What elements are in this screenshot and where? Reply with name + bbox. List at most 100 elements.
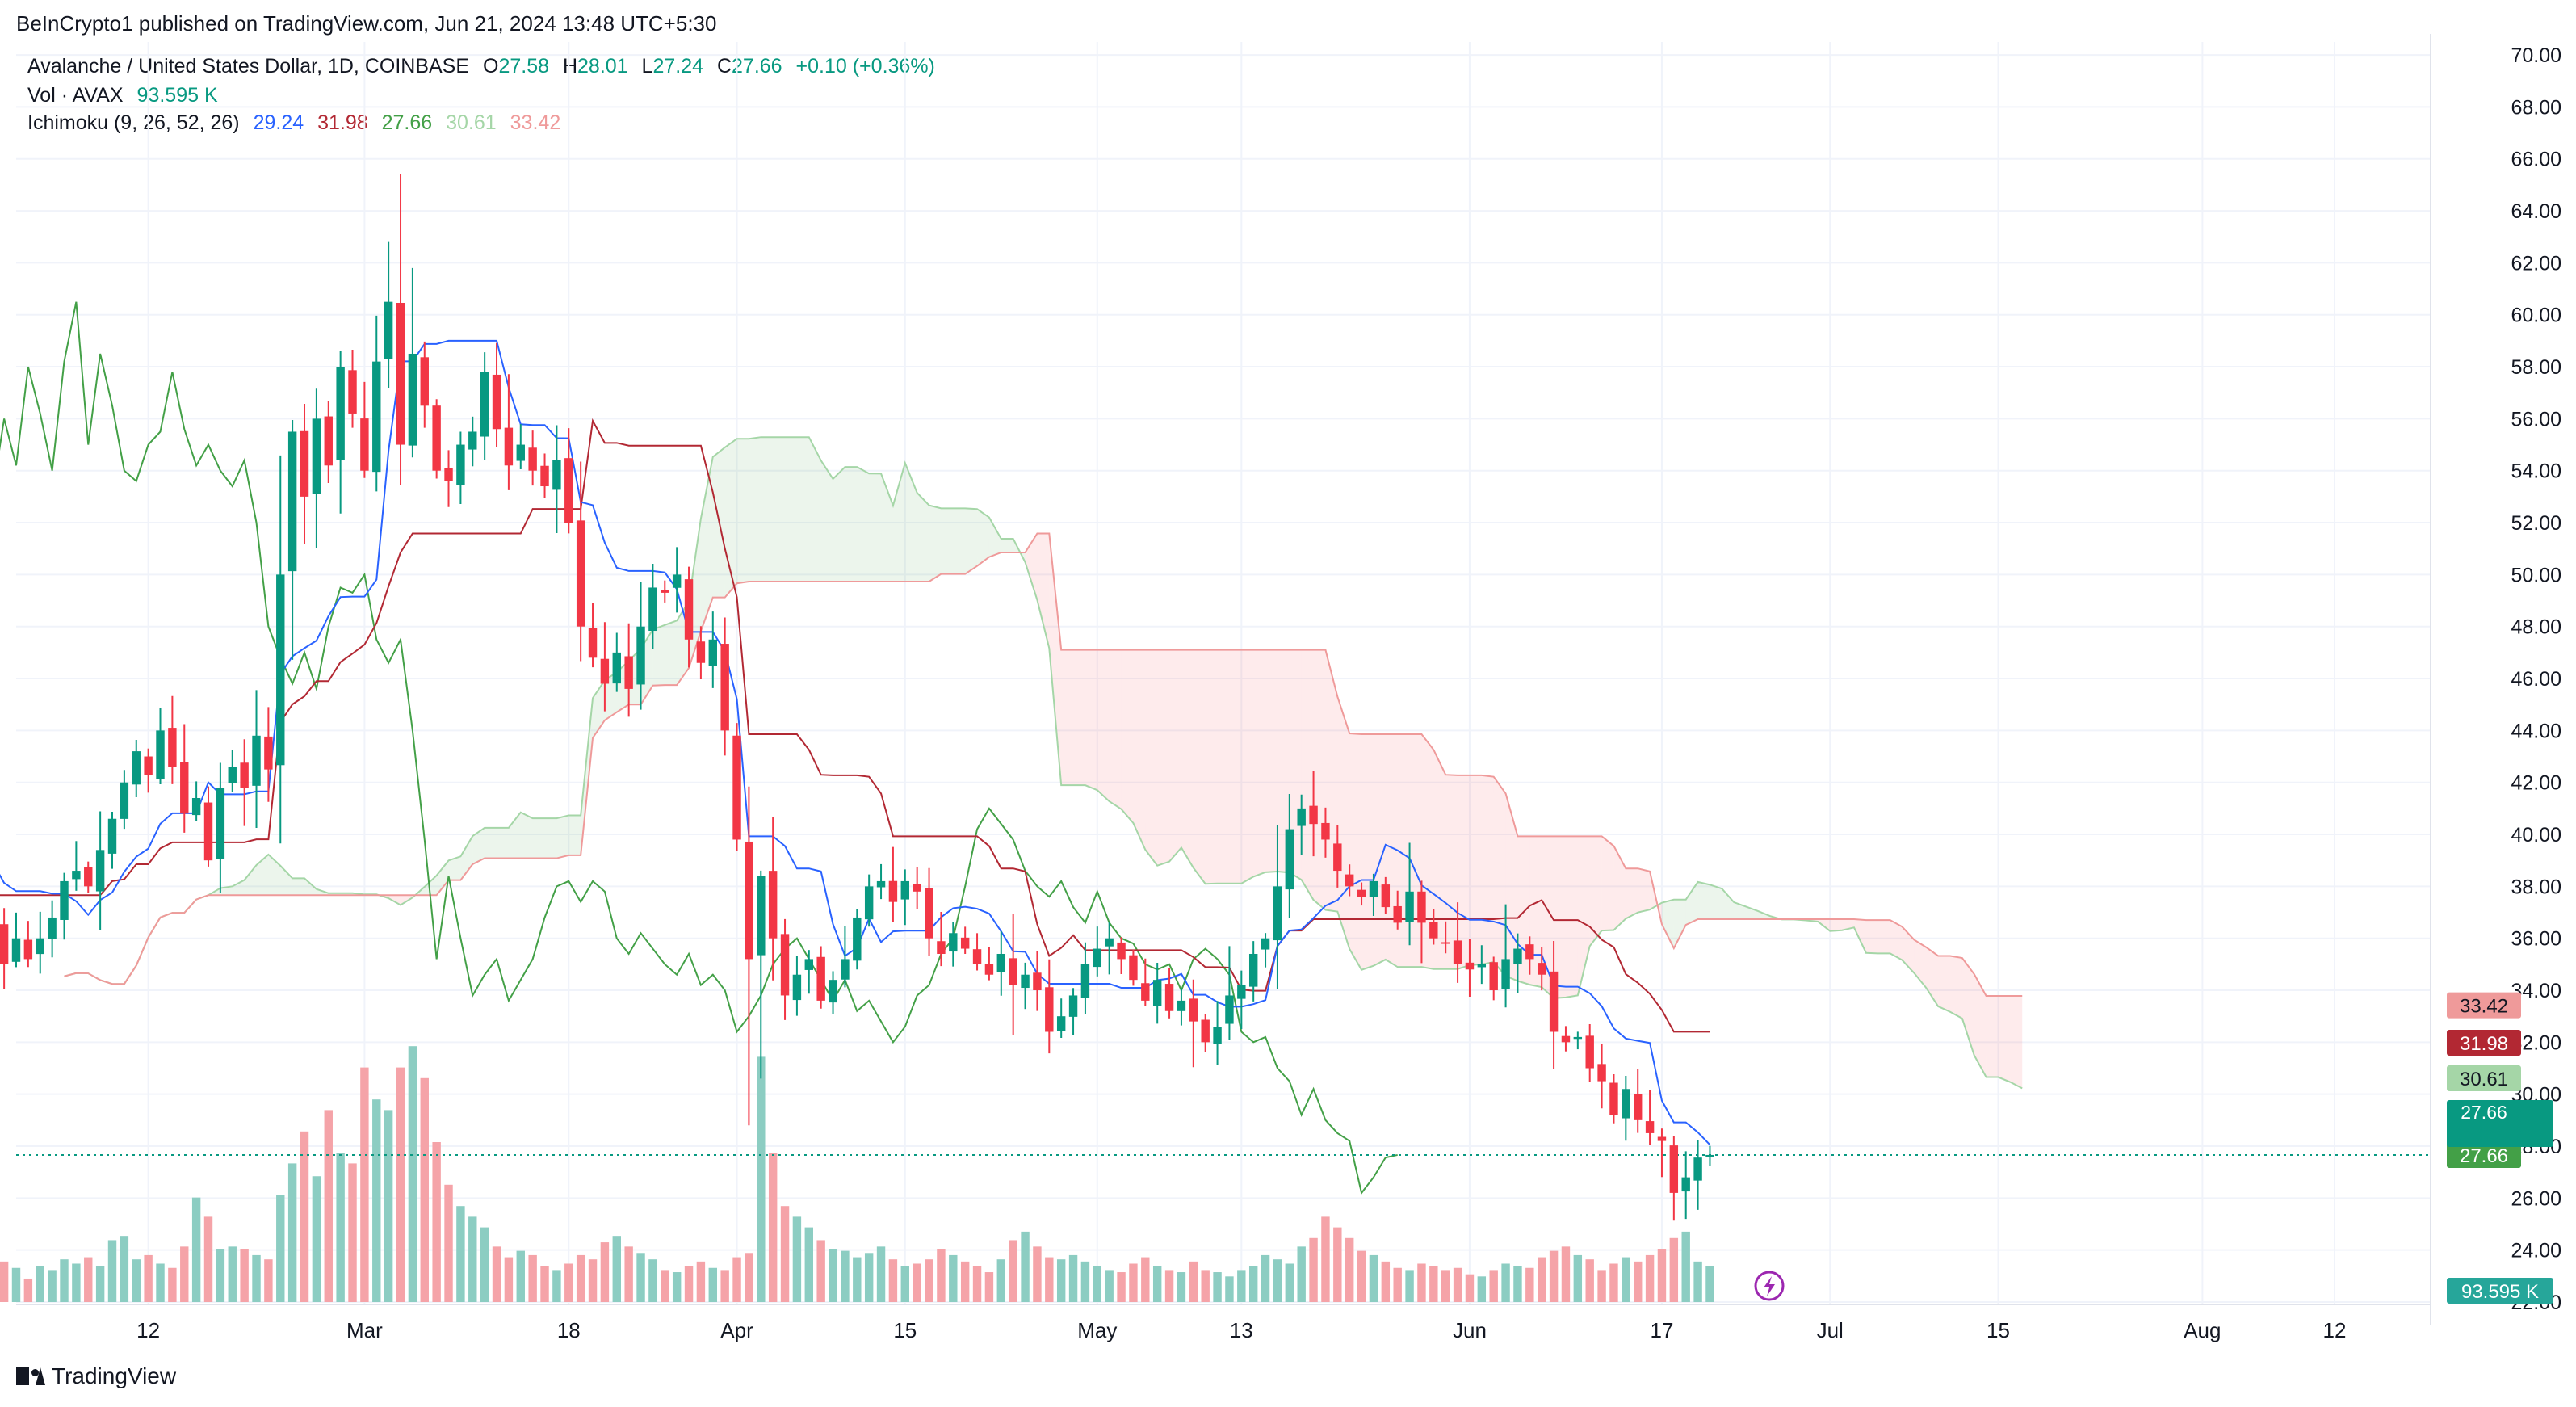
candle-body[interactable]: [107, 818, 117, 854]
candle-body[interactable]: [864, 886, 874, 920]
candle-body[interactable]: [780, 934, 790, 996]
candle-body[interactable]: [1009, 958, 1017, 985]
candle-body[interactable]: [888, 880, 898, 902]
candle-body[interactable]: [120, 782, 129, 819]
candle-body[interactable]: [336, 367, 345, 460]
candle-body[interactable]: [720, 644, 729, 731]
replay-button[interactable]: [1754, 1270, 1785, 1301]
candle-body[interactable]: [612, 652, 621, 684]
candle-body[interactable]: [1080, 964, 1090, 998]
candle-body[interactable]: [588, 628, 598, 658]
candle-body[interactable]: [1622, 1089, 1630, 1119]
candle-body[interactable]: [576, 520, 585, 627]
candle-body[interactable]: [1129, 955, 1138, 981]
candle-body[interactable]: [1201, 1019, 1210, 1043]
candle-body[interactable]: [841, 959, 850, 980]
candle-body[interactable]: [1465, 962, 1475, 970]
candle-body[interactable]: [456, 444, 465, 485]
candle-body[interactable]: [636, 626, 645, 685]
candle-body[interactable]: [264, 736, 273, 770]
candle-body[interactable]: [444, 468, 453, 481]
candle-body[interactable]: [1093, 948, 1102, 968]
candle-body[interactable]: [432, 405, 441, 471]
candle-body[interactable]: [1477, 964, 1487, 968]
candle-body[interactable]: [1597, 1064, 1606, 1082]
candle-body[interactable]: [1237, 985, 1246, 999]
candle-body[interactable]: [1405, 891, 1414, 922]
candle-body[interactable]: [696, 641, 706, 663]
candle-body[interactable]: [1381, 884, 1391, 908]
candle-body[interactable]: [1141, 983, 1150, 1001]
candle-body[interactable]: [732, 735, 741, 840]
candle-body[interactable]: [468, 431, 477, 450]
candle-body[interactable]: [60, 880, 69, 920]
candle-body[interactable]: [1369, 880, 1378, 897]
candle-body[interactable]: [1429, 922, 1438, 939]
candle-body[interactable]: [72, 871, 81, 880]
candle-body[interactable]: [1333, 843, 1342, 872]
candle-body[interactable]: [23, 939, 33, 960]
candle-body[interactable]: [708, 639, 717, 666]
candle-body[interactable]: [480, 372, 489, 437]
candle-body[interactable]: [1561, 1035, 1571, 1043]
candle-body[interactable]: [1309, 805, 1318, 825]
candle-body[interactable]: [829, 980, 837, 1003]
candle-body[interactable]: [228, 766, 237, 783]
candle-body[interactable]: [240, 762, 249, 788]
candle-body[interactable]: [191, 798, 201, 816]
candle-body[interactable]: [816, 956, 825, 1001]
candle-body[interactable]: [144, 756, 153, 775]
candle-body[interactable]: [745, 841, 753, 960]
candle-body[interactable]: [1537, 963, 1546, 975]
tradingview-footer[interactable]: TradingView: [16, 1363, 176, 1389]
volume-legend[interactable]: Vol · AVAX 93.595 K: [27, 84, 226, 107]
candle-body[interactable]: [252, 735, 261, 786]
candle-body[interactable]: [1177, 1000, 1186, 1011]
candle-body[interactable]: [348, 370, 357, 414]
candle-body[interactable]: [648, 587, 657, 632]
candle-body[interactable]: [372, 361, 381, 472]
candle-body[interactable]: [768, 871, 778, 939]
candle-body[interactable]: [540, 465, 549, 487]
candle-body[interactable]: [1357, 889, 1366, 897]
candle-body[interactable]: [757, 876, 766, 956]
candle-body[interactable]: [1045, 987, 1054, 1032]
candle-body[interactable]: [1417, 891, 1426, 923]
candle-body[interactable]: [1489, 962, 1498, 991]
candle-body[interactable]: [1273, 886, 1282, 941]
candle-body[interactable]: [1033, 972, 1042, 991]
candle-body[interactable]: [564, 458, 573, 523]
candle-body[interactable]: [1393, 905, 1402, 923]
candle-body[interactable]: [1669, 1145, 1679, 1193]
candle-body[interactable]: [360, 418, 369, 471]
candle-body[interactable]: [900, 880, 910, 900]
candle-body[interactable]: [1549, 971, 1559, 1032]
candle-body[interactable]: [168, 728, 177, 767]
candle-body[interactable]: [1068, 995, 1078, 1017]
candle-body[interactable]: [216, 788, 225, 859]
candle-body[interactable]: [516, 444, 525, 461]
candle-body[interactable]: [949, 933, 958, 952]
candle-body[interactable]: [1164, 984, 1174, 1011]
candle-body[interactable]: [996, 953, 1006, 972]
candle-body[interactable]: [1441, 942, 1450, 944]
candle-body[interactable]: [1585, 1035, 1594, 1069]
candle-body[interactable]: [972, 949, 982, 964]
candle-body[interactable]: [156, 730, 165, 779]
candle-body[interactable]: [287, 431, 297, 572]
candle-body[interactable]: [1525, 944, 1534, 960]
candle-body[interactable]: [95, 850, 105, 892]
candle-body[interactable]: [324, 416, 333, 466]
candle-body[interactable]: [672, 574, 682, 588]
candle-body[interactable]: [1021, 974, 1030, 989]
candle-body[interactable]: [180, 762, 189, 814]
candle-body[interactable]: [1152, 980, 1162, 1006]
candle-body[interactable]: [1248, 953, 1258, 987]
candle-body[interactable]: [1285, 829, 1294, 890]
candle-body[interactable]: [1261, 938, 1270, 950]
candle-body[interactable]: [984, 964, 994, 975]
candle-body[interactable]: [1645, 1121, 1655, 1133]
candle-body[interactable]: [552, 460, 561, 490]
candle-body[interactable]: [1453, 940, 1462, 964]
